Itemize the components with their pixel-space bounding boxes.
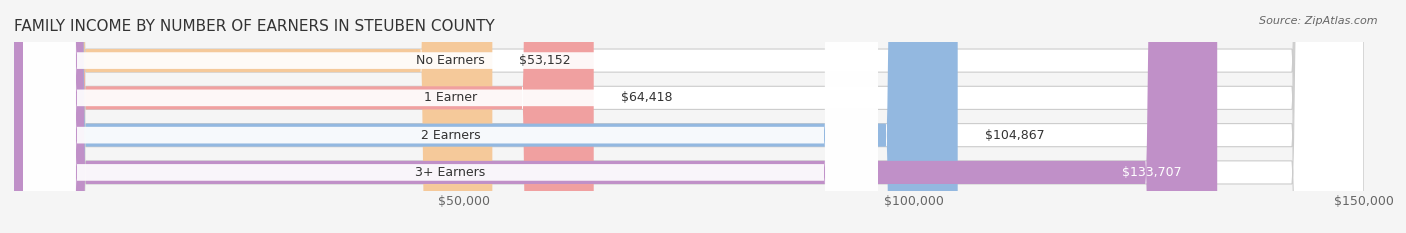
Text: 1 Earner: 1 Earner (425, 91, 477, 104)
Text: $64,418: $64,418 (620, 91, 672, 104)
FancyBboxPatch shape (22, 0, 877, 233)
Text: $104,867: $104,867 (984, 129, 1045, 142)
Text: No Earners: No Earners (416, 54, 485, 67)
Text: 2 Earners: 2 Earners (420, 129, 481, 142)
FancyBboxPatch shape (22, 0, 877, 233)
Text: 3+ Earners: 3+ Earners (415, 166, 485, 179)
FancyBboxPatch shape (14, 0, 593, 233)
Text: FAMILY INCOME BY NUMBER OF EARNERS IN STEUBEN COUNTY: FAMILY INCOME BY NUMBER OF EARNERS IN ST… (14, 19, 495, 34)
Text: Source: ZipAtlas.com: Source: ZipAtlas.com (1260, 16, 1378, 26)
Text: $53,152: $53,152 (519, 54, 571, 67)
FancyBboxPatch shape (14, 0, 957, 233)
FancyBboxPatch shape (14, 0, 1364, 233)
FancyBboxPatch shape (22, 0, 877, 233)
FancyBboxPatch shape (14, 0, 1364, 233)
FancyBboxPatch shape (14, 0, 1364, 233)
FancyBboxPatch shape (14, 0, 492, 233)
Text: $133,707: $133,707 (1122, 166, 1181, 179)
FancyBboxPatch shape (14, 0, 1364, 233)
FancyBboxPatch shape (14, 0, 1218, 233)
FancyBboxPatch shape (22, 0, 877, 233)
